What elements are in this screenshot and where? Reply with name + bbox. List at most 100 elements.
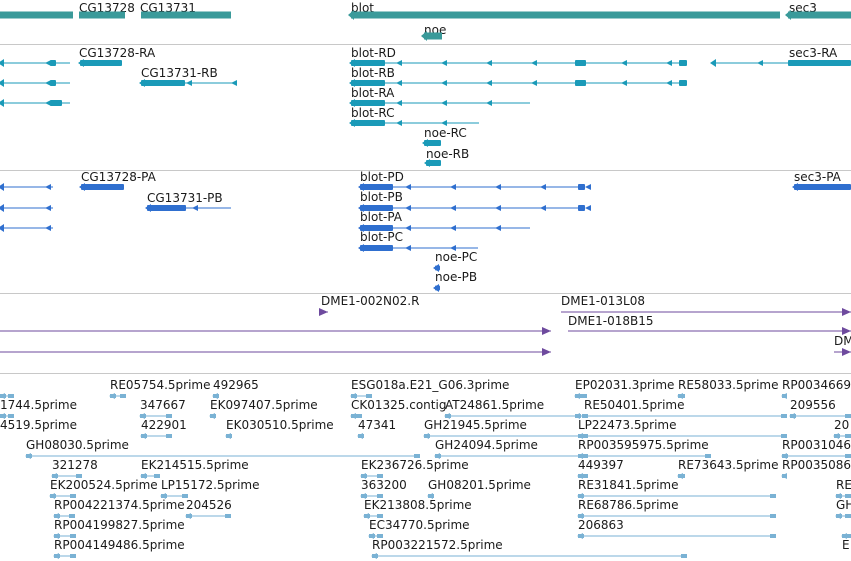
feature-label[interactable]: 204526 bbox=[186, 498, 232, 512]
strand-arrow[interactable] bbox=[0, 393, 5, 399]
strand-arrow[interactable] bbox=[53, 553, 59, 559]
strand-arrow[interactable] bbox=[49, 493, 55, 499]
strand-arrow[interactable] bbox=[585, 184, 591, 190]
feature-label[interactable]: RE73643.5prime bbox=[678, 458, 779, 472]
strand-arrow[interactable] bbox=[405, 184, 411, 190]
strand-arrow[interactable] bbox=[781, 473, 787, 479]
strand-arrow[interactable] bbox=[45, 80, 51, 86]
feature-label[interactable]: EK200524.5prime bbox=[50, 478, 158, 492]
strand-arrow[interactable] bbox=[574, 413, 580, 419]
est-block[interactable] bbox=[70, 554, 76, 558]
feature-label[interactable]: RE bbox=[836, 478, 851, 492]
exon-block[interactable] bbox=[141, 80, 185, 86]
strand-arrow[interactable] bbox=[577, 473, 583, 479]
exon-block[interactable] bbox=[679, 60, 687, 66]
strand-arrow[interactable] bbox=[441, 60, 447, 66]
feature-label[interactable]: GH21945.5prime bbox=[424, 418, 527, 432]
strand-arrow[interactable] bbox=[450, 184, 456, 190]
feature-label[interactable]: 363200 bbox=[361, 478, 407, 492]
strand-arrow[interactable] bbox=[577, 533, 583, 539]
feature-label[interactable]: 1744.5prime bbox=[0, 398, 77, 412]
feature-label[interactable]: 321278 bbox=[52, 458, 98, 472]
strand-arrow[interactable] bbox=[577, 493, 583, 499]
feature-label[interactable]: RE58033.5prime bbox=[678, 378, 779, 392]
feature-label[interactable]: 206863 bbox=[578, 518, 624, 532]
strand-arrow[interactable] bbox=[666, 60, 672, 66]
est-block[interactable] bbox=[377, 514, 383, 518]
est-block[interactable] bbox=[166, 414, 172, 418]
est-block[interactable] bbox=[76, 474, 82, 478]
gene-bar[interactable] bbox=[351, 11, 780, 19]
exon-block[interactable] bbox=[351, 120, 385, 126]
feature-label[interactable]: AT24861.5prime bbox=[445, 398, 544, 412]
strand-arrow[interactable] bbox=[789, 413, 795, 419]
est-block[interactable] bbox=[356, 414, 362, 418]
strand-arrow[interactable] bbox=[842, 327, 851, 335]
feature-label[interactable]: LP15172.5prime bbox=[161, 478, 260, 492]
exon-block[interactable] bbox=[50, 60, 56, 66]
est-block[interactable] bbox=[377, 474, 383, 478]
feature-label[interactable]: blot-RB bbox=[351, 66, 395, 80]
est-block[interactable] bbox=[225, 514, 231, 518]
strand-arrow[interactable] bbox=[540, 184, 546, 190]
strand-arrow[interactable] bbox=[192, 205, 198, 211]
exon-block[interactable] bbox=[575, 80, 586, 86]
feature-label[interactable]: DME bbox=[834, 334, 851, 348]
strand-arrow[interactable] bbox=[396, 60, 402, 66]
strand-arrow[interactable] bbox=[427, 493, 433, 499]
exon-block[interactable] bbox=[360, 205, 393, 211]
feature-label[interactable]: sec3-PA bbox=[794, 170, 842, 184]
est-block[interactable] bbox=[120, 394, 126, 398]
exon-block[interactable] bbox=[578, 184, 585, 190]
feature-label[interactable]: EP02031.3prime bbox=[575, 378, 674, 392]
strand-arrow[interactable] bbox=[45, 205, 51, 211]
feature-label[interactable]: EC34770.5prime bbox=[369, 518, 470, 532]
strand-arrow[interactable] bbox=[350, 393, 356, 399]
strand-arrow[interactable] bbox=[139, 413, 145, 419]
est-block[interactable] bbox=[681, 554, 687, 558]
est-block[interactable] bbox=[845, 534, 851, 538]
est-block[interactable] bbox=[705, 454, 711, 458]
strand-arrow[interactable] bbox=[0, 413, 5, 419]
exon-block[interactable] bbox=[788, 60, 851, 66]
strand-arrow[interactable] bbox=[677, 473, 683, 479]
strand-arrow[interactable] bbox=[225, 433, 231, 439]
feature-label[interactable]: RE05754.5prime bbox=[110, 378, 211, 392]
feature-label[interactable]: 4519.5prime bbox=[0, 418, 77, 432]
strand-arrow[interactable] bbox=[396, 80, 402, 86]
est-block[interactable] bbox=[770, 514, 776, 518]
strand-arrow[interactable] bbox=[423, 433, 429, 439]
feature-label[interactable]: 347667 bbox=[140, 398, 186, 412]
exon-block[interactable] bbox=[578, 205, 585, 211]
est-block[interactable] bbox=[845, 494, 851, 498]
feature-label[interactable]: blot-RC bbox=[351, 106, 394, 120]
strand-arrow[interactable] bbox=[421, 31, 427, 41]
strand-arrow[interactable] bbox=[405, 205, 411, 211]
strand-arrow[interactable] bbox=[577, 513, 583, 519]
feature-label[interactable]: RE31841.5prime bbox=[578, 478, 679, 492]
est-block[interactable] bbox=[8, 414, 14, 418]
strand-arrow[interactable] bbox=[531, 60, 537, 66]
strand-arrow[interactable] bbox=[450, 205, 456, 211]
strand-arrow[interactable] bbox=[360, 493, 366, 499]
strand-arrow[interactable] bbox=[531, 80, 537, 86]
feature-label[interactable]: 209556 bbox=[790, 398, 836, 412]
exon-block[interactable] bbox=[435, 265, 440, 271]
strand-arrow[interactable] bbox=[542, 327, 551, 335]
strand-arrow[interactable] bbox=[542, 348, 551, 356]
strand-arrow[interactable] bbox=[441, 120, 447, 126]
strand-arrow[interactable] bbox=[757, 60, 763, 66]
strand-arrow[interactable] bbox=[368, 533, 374, 539]
feature-label[interactable]: CK01325.contig bbox=[351, 398, 446, 412]
exon-block[interactable] bbox=[794, 184, 851, 190]
strand-arrow[interactable] bbox=[51, 473, 57, 479]
exon-block[interactable] bbox=[351, 80, 385, 86]
strand-arrow[interactable] bbox=[441, 100, 447, 106]
feature-label[interactable]: 422901 bbox=[141, 418, 187, 432]
est-block[interactable] bbox=[781, 434, 787, 438]
strand-arrow[interactable] bbox=[585, 205, 591, 211]
strand-arrow[interactable] bbox=[486, 80, 492, 86]
strand-arrow[interactable] bbox=[621, 60, 627, 66]
exon-block[interactable] bbox=[360, 184, 393, 190]
exon-block[interactable] bbox=[147, 205, 186, 211]
